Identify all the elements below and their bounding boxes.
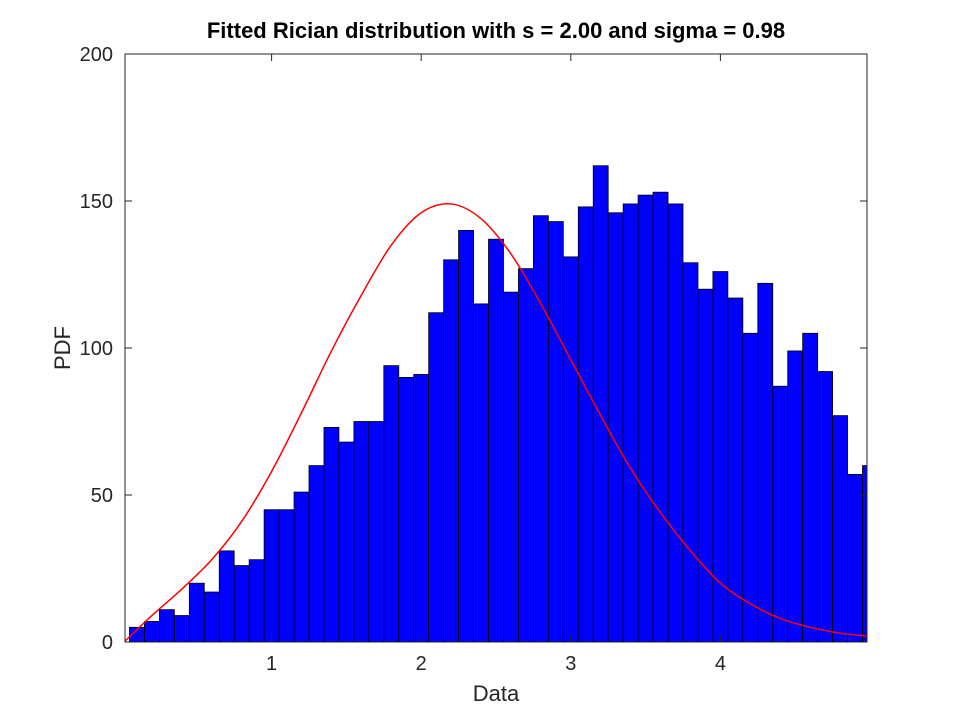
histogram-bar [293, 491, 310, 643]
histogram-bar [338, 441, 355, 643]
histogram-bar [488, 238, 504, 643]
histogram-bar [787, 350, 804, 643]
histogram-bar [218, 550, 235, 643]
histogram-bar [144, 621, 160, 643]
histogram-bar [532, 215, 549, 643]
fit-line-group [124, 203, 868, 642]
histogram-bar [832, 415, 848, 643]
histogram-bar [862, 465, 868, 643]
histogram-bar [443, 259, 460, 643]
y-tick-label: 100 [80, 338, 113, 360]
histogram-bar [203, 591, 220, 643]
histogram-bar [772, 385, 789, 643]
histogram-bar [637, 194, 654, 643]
histogram-bar [667, 203, 684, 643]
histogram-bar [368, 421, 385, 643]
x-tick-label: 3 [565, 653, 576, 675]
histogram-bar [742, 332, 759, 643]
histogram-bar [518, 268, 534, 643]
histogram-bar [607, 212, 624, 643]
x-tick-label: 4 [715, 653, 726, 675]
y-tick-label: 200 [80, 44, 113, 66]
histogram-bar [682, 262, 699, 643]
y-axis-label: PDF [50, 326, 75, 370]
histogram-bar [697, 288, 714, 643]
x-axis-label: Data [473, 681, 520, 706]
histogram-bar [622, 203, 639, 643]
histogram-bar [188, 582, 205, 643]
histogram-bar [592, 165, 609, 643]
histogram-bar [353, 421, 370, 643]
histogram-bar [308, 465, 325, 643]
histogram-bar [278, 509, 295, 643]
y-tick-label: 50 [91, 485, 113, 507]
histogram-bar [248, 559, 265, 643]
histogram-bar [323, 426, 340, 643]
histogram-bar [503, 291, 519, 643]
rician-fit-line [124, 203, 868, 642]
histogram-bar [577, 206, 594, 643]
y-tick-label: 150 [80, 191, 113, 213]
histogram-bar [802, 332, 819, 643]
histogram-bar [817, 371, 833, 643]
histogram-bar [383, 365, 400, 643]
x-tick-label: 1 [266, 653, 277, 675]
histogram-bar [428, 312, 445, 643]
y-tick-label: 0 [102, 632, 113, 654]
histogram-bar [413, 374, 430, 643]
histogram-bar [847, 474, 863, 643]
histogram-bar [173, 615, 190, 643]
histogram-bar [562, 256, 579, 643]
x-axis-ticks: 1 2 3 4 [266, 54, 726, 675]
histogram-bar [473, 303, 489, 643]
chart-title: Fitted Rician distribution with s = 2.00… [207, 18, 785, 43]
histogram-bar [757, 282, 774, 643]
y-axis-ticks: 0 50 100 150 200 [80, 44, 867, 654]
histogram-bar [547, 221, 564, 643]
x-tick-label: 2 [416, 653, 427, 675]
histogram-bar [712, 271, 729, 643]
histogram-bar [652, 191, 669, 643]
histogram-bar [398, 376, 415, 643]
histogram-bar [233, 565, 250, 643]
histogram-bar [159, 609, 175, 643]
histogram-bar [458, 229, 474, 643]
histogram-bar [263, 509, 280, 643]
